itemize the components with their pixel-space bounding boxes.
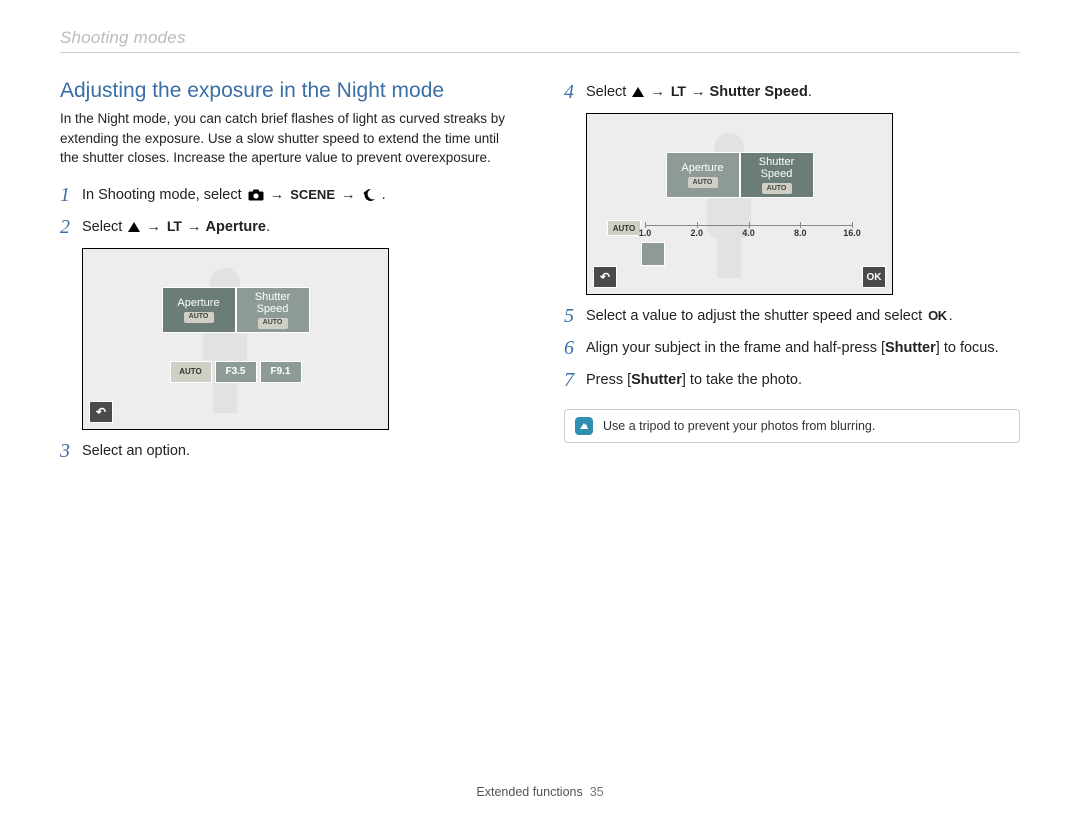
chip-auto[interactable]: AUTO xyxy=(170,361,212,383)
tabs-row: Aperture AUTO Shutter Speed AUTO xyxy=(83,287,388,333)
tab-shutter-speed[interactable]: Shutter Speed AUTO xyxy=(740,152,814,198)
step-4-text: Select → LT → Shutter Speed. xyxy=(586,81,1020,103)
step-2-text: Select → LT → Aperture. xyxy=(82,216,516,238)
tab-aperture[interactable]: Aperture AUTO xyxy=(666,152,740,198)
steps-right-cont: 5 Select a value to adjust the shutter s… xyxy=(564,305,1020,393)
step-number: 5 xyxy=(564,303,586,329)
chip-f35[interactable]: F3.5 xyxy=(215,361,257,383)
aperture-screenshot: Aperture AUTO Shutter Speed AUTO AUTO F3… xyxy=(82,248,389,430)
scene-icon: SCENE xyxy=(290,185,335,205)
aperture-values-row: AUTO F3.5 F9.1 xyxy=(83,361,388,383)
step-5-text: Select a value to adjust the shutter spe… xyxy=(586,305,1020,327)
back-button[interactable]: ↶ xyxy=(89,401,113,423)
step-number: 3 xyxy=(60,438,82,464)
tick-label: 4.0 xyxy=(742,228,755,238)
up-triangle-icon xyxy=(128,222,140,232)
tabs-row: Aperture AUTO Shutter Speed AUTO xyxy=(587,152,892,198)
step-number: 7 xyxy=(564,367,586,393)
page-footer: Extended functions 35 xyxy=(0,785,1080,799)
steps-left: 1 In Shooting mode, select → SCENE → . 2 xyxy=(60,184,516,240)
ok-icon: OK xyxy=(928,306,947,326)
shutter-screenshot: Aperture AUTO Shutter Speed AUTO AUTO 1.… xyxy=(586,113,893,295)
chip-f91[interactable]: F9.1 xyxy=(260,361,302,383)
step-number: 1 xyxy=(60,182,82,208)
back-button[interactable]: ↶ xyxy=(593,266,617,288)
step-7-text: Press [Shutter] to take the photo. xyxy=(586,369,1020,391)
note-text: Use a tripod to prevent your photos from… xyxy=(603,419,875,433)
tick-label: 16.0 xyxy=(843,228,861,238)
lt-icon: LT xyxy=(671,81,685,103)
step-6-text: Align your subject in the frame and half… xyxy=(586,337,1020,359)
night-icon xyxy=(362,188,376,202)
arrow-icon: → xyxy=(691,84,706,100)
figure-silhouette xyxy=(587,114,892,294)
arrow-icon: → xyxy=(146,219,161,235)
right-column: 4 Select → LT → Shutter Speed. xyxy=(564,73,1020,470)
auto-badge: AUTO xyxy=(184,312,214,323)
tick-label: 2.0 xyxy=(690,228,703,238)
steps-right: 4 Select → LT → Shutter Speed. xyxy=(564,81,1020,105)
steps-left-cont: 3 Select an option. xyxy=(60,440,516,464)
auto-badge: AUTO xyxy=(762,183,792,194)
arrow-icon: → xyxy=(270,187,285,203)
up-triangle-icon xyxy=(632,87,644,97)
page-title: Adjusting the exposure in the Night mode xyxy=(60,79,516,103)
intro-text: In the Night mode, you can catch brief f… xyxy=(60,109,516,168)
slider-knob[interactable] xyxy=(641,242,665,266)
ok-button[interactable]: OK xyxy=(862,266,886,288)
step-3-text: Select an option. xyxy=(82,440,516,462)
auto-badge: AUTO xyxy=(258,318,288,329)
note-box: Use a tripod to prevent your photos from… xyxy=(564,409,1020,443)
tick-label: 1.0 xyxy=(639,228,652,238)
tick-label: 8.0 xyxy=(794,228,807,238)
camera-icon xyxy=(248,189,264,201)
arrow-icon: → xyxy=(341,187,356,203)
step-number: 4 xyxy=(564,79,586,105)
arrow-icon: → xyxy=(187,219,202,235)
shutter-ruler[interactable]: AUTO 1.0 2.0 4.0 8.0 16.0 xyxy=(645,222,852,252)
tab-aperture[interactable]: Aperture AUTO xyxy=(162,287,236,333)
step-number: 2 xyxy=(60,214,82,240)
breadcrumb: Shooting modes xyxy=(60,28,1020,53)
chip-auto[interactable]: AUTO xyxy=(607,220,641,236)
tab-shutter-speed[interactable]: Shutter Speed AUTO xyxy=(236,287,310,333)
auto-badge: AUTO xyxy=(688,177,718,188)
step-number: 6 xyxy=(564,335,586,361)
lt-icon: LT xyxy=(167,216,181,238)
figure-silhouette xyxy=(83,249,388,429)
step-1-text: In Shooting mode, select → SCENE → . xyxy=(82,184,516,206)
arrow-icon: → xyxy=(650,84,665,100)
note-icon xyxy=(575,417,593,435)
left-column: Adjusting the exposure in the Night mode… xyxy=(60,73,516,470)
